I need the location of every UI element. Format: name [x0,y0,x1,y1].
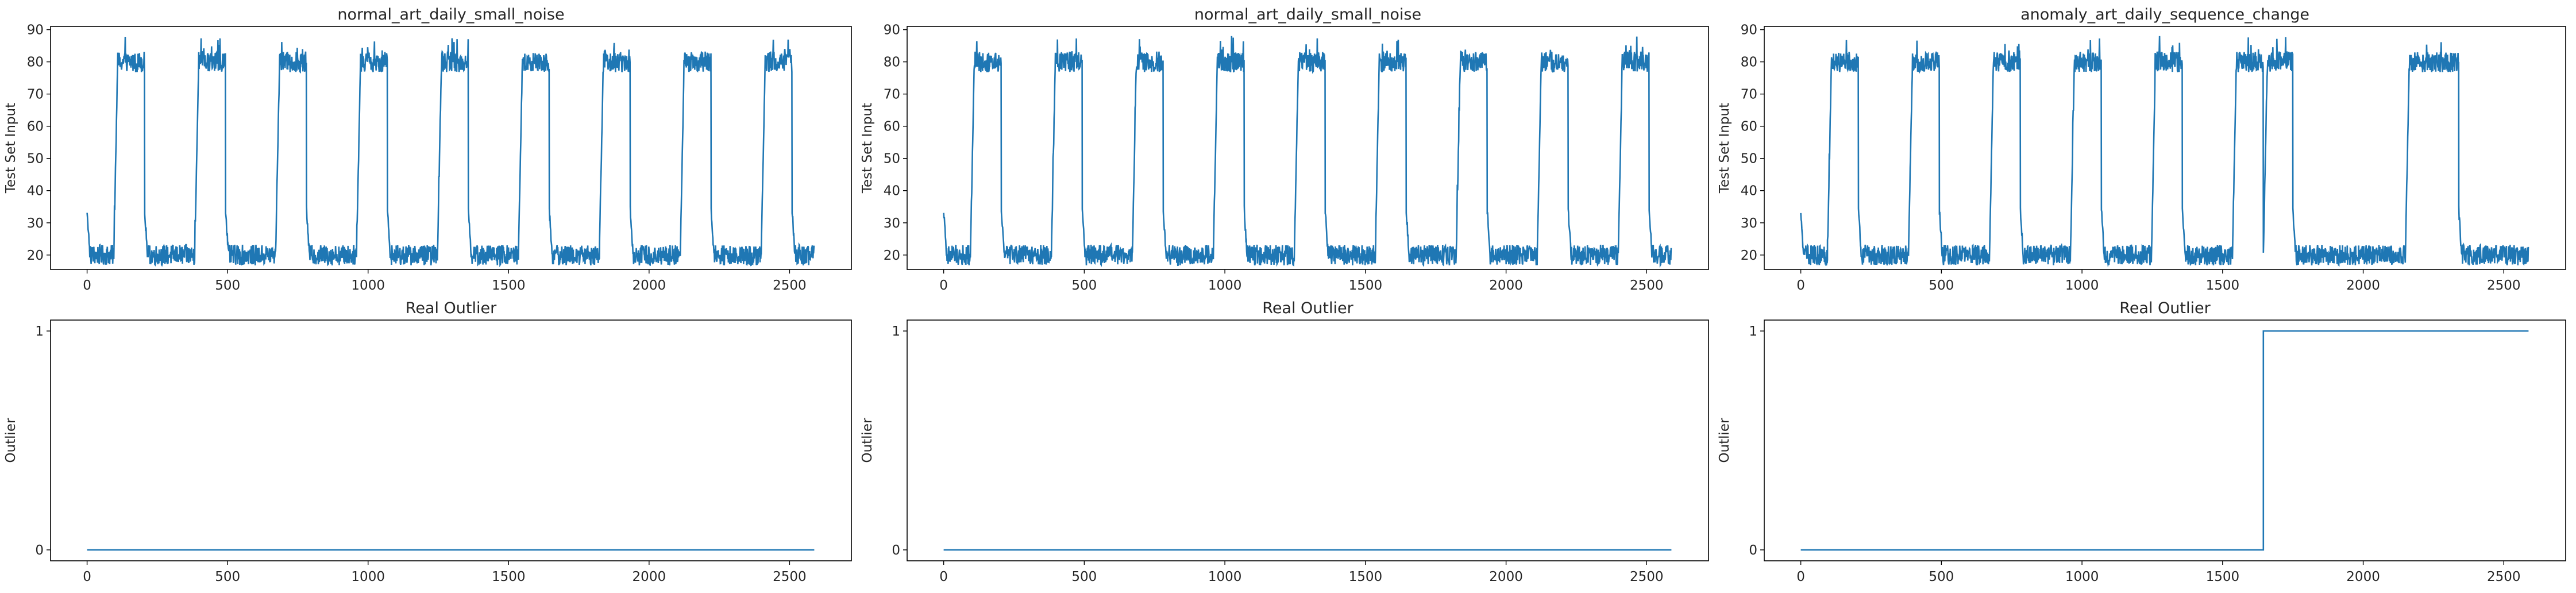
x-tick-label: 2500 [2487,569,2521,584]
x-tick-label: 1500 [2206,278,2240,293]
y-tick-label: 20 [27,248,44,263]
y-tick-label: 0 [35,543,44,558]
y-axis-label: Outlier [1717,418,1732,463]
y-tick-label: 0 [892,543,900,558]
subplot-2: 0 500 1000 1500 2000 2500 20 30 40 50 60 70 80 90 norm… [860,6,1709,293]
axes-frame [50,319,852,561]
y-axis-label: Test Set Input [1717,103,1732,194]
y-axis-label: Test Set Input [3,103,18,194]
axes-frame [907,26,1709,270]
series-line [1800,36,2529,267]
y-tick-label: 80 [27,55,44,70]
subplot-4: 0 500 1000 1500 2000 2500 0 1 Real Outlier Outlie… [3,299,852,584]
y-tick-label: 40 [1741,184,1757,199]
x-tick-label: 500 [215,569,240,584]
series-line [943,36,1672,268]
x-tick-label: 2000 [1489,278,1523,293]
x-tick-label: 0 [1796,569,1805,584]
x-tick-label: 0 [1796,278,1805,293]
series-line [86,36,815,268]
subplot-title: Real Outlier [406,299,497,317]
x-tick-label: 1000 [2065,569,2099,584]
subplot-title: anomaly_art_daily_sequence_change [2020,6,2309,24]
y-tick-label: 50 [1741,152,1757,167]
y-tick-label: 1 [892,324,900,339]
x-tick-label: 2000 [633,569,666,584]
x-tick-label: 2500 [2487,278,2521,293]
subplot-title: Real Outlier [2119,299,2211,317]
x-tick-label: 1000 [351,278,385,293]
x-tick-label: 1500 [1349,278,1383,293]
y-tick-label: 60 [27,120,44,134]
subplot-title: normal_art_daily_small_noise [337,6,564,24]
y-tick-label: 80 [884,55,900,70]
subplot-3: 0 500 1000 1500 2000 2500 20 30 40 50 60 70 80 90 anom… [1717,6,2566,293]
x-tick-label: 0 [83,278,91,293]
x-tick-label: 1500 [492,569,526,584]
x-tick-label: 0 [939,278,948,293]
y-tick-label: 30 [884,216,900,231]
x-tick-label: 2500 [1630,278,1664,293]
y-tick-label: 30 [27,216,44,231]
x-tick-label: 500 [1071,569,1097,584]
y-tick-label: 1 [35,324,44,339]
y-tick-label: 20 [1741,248,1757,263]
y-tick-label: 70 [884,87,900,102]
y-tick-label: 1 [1749,324,1757,339]
y-tick-label: 60 [1741,120,1757,134]
x-tick-label: 1000 [1208,278,1242,293]
y-tick-label: 50 [884,152,900,167]
y-tick-label: 90 [884,23,900,38]
y-axis-label: Outlier [3,418,18,463]
y-tick-label: 50 [27,152,44,167]
x-tick-label: 2500 [1630,569,1664,584]
x-tick-label: 2000 [633,278,666,293]
axes-frame [50,26,852,270]
x-tick-label: 500 [1929,278,1954,293]
y-tick-label: 40 [884,184,900,199]
y-tick-label: 70 [27,87,44,102]
subplot-5: 0 500 1000 1500 2000 2500 0 1 Real Outlier Outlie… [860,299,1709,584]
x-tick-label: 2500 [773,569,807,584]
series-line [1800,330,2529,551]
subplot-6: 0 500 1000 1500 2000 2500 0 1 Real Outlier Outlie… [1717,299,2566,584]
x-tick-label: 500 [215,278,240,293]
x-tick-label: 2000 [2346,569,2380,584]
x-tick-label: 1000 [1208,569,1242,584]
axes-frame [1764,26,2566,270]
x-tick-label: 1000 [351,569,385,584]
x-tick-label: 500 [1071,278,1097,293]
y-tick-label: 80 [1741,55,1757,70]
x-tick-label: 1500 [492,278,526,293]
y-tick-label: 20 [884,248,900,263]
y-tick-label: 60 [884,120,900,134]
subplot-title: normal_art_daily_small_noise [1194,6,1421,24]
y-tick-label: 70 [1741,87,1757,102]
axes-frame [1764,319,2566,561]
y-tick-label: 40 [27,184,44,199]
axes-frame [907,319,1709,561]
x-tick-label: 2000 [2346,278,2380,293]
x-tick-label: 2500 [773,278,807,293]
x-tick-label: 0 [83,569,91,584]
x-tick-label: 2000 [1489,569,1523,584]
y-tick-label: 90 [1741,23,1757,38]
subplot-title: Real Outlier [1262,299,1353,317]
y-tick-label: 90 [27,23,44,38]
x-tick-label: 1000 [2065,278,2099,293]
y-axis-label: Test Set Input [860,103,875,194]
x-tick-label: 0 [939,569,948,584]
x-tick-label: 1500 [2206,569,2240,584]
x-tick-label: 500 [1929,569,1954,584]
x-tick-label: 1500 [1349,569,1383,584]
subplot-1: 0 500 1000 1500 2000 2500 20 30 40 50 60 70 80 90 norm… [3,6,852,293]
y-tick-label: 30 [1741,216,1757,231]
y-tick-label: 0 [1749,543,1757,558]
y-axis-label: Outlier [860,418,875,463]
